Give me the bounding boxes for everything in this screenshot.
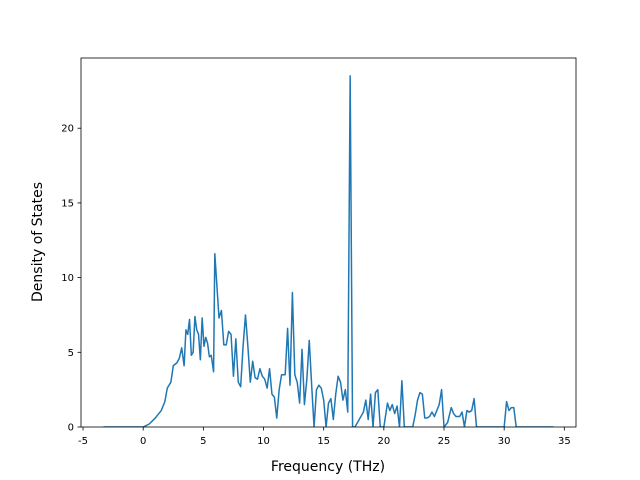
x-tick-label: 15 xyxy=(317,436,330,447)
x-tick-label: 5 xyxy=(200,436,206,447)
y-tick-label: 5 xyxy=(68,348,74,359)
x-tick-label: 35 xyxy=(558,436,571,447)
y-axis-label: Density of States xyxy=(30,182,46,302)
x-tick-label: 10 xyxy=(257,436,270,447)
x-tick-label: 30 xyxy=(498,436,511,447)
line xyxy=(103,75,554,427)
y-tick-label: 0 xyxy=(68,423,74,434)
plot-frame xyxy=(80,57,577,428)
y-tick-label: 20 xyxy=(61,124,74,135)
x-axis-label: Frequency (THz) xyxy=(271,459,385,475)
x-tick-label: 20 xyxy=(377,436,390,447)
x-tick-label: 25 xyxy=(438,436,451,447)
y-tick-label: 15 xyxy=(61,198,74,209)
x-tick-label: -5 xyxy=(78,436,88,447)
x-tick-label: 0 xyxy=(140,436,146,447)
y-tick-label: 10 xyxy=(61,273,74,284)
